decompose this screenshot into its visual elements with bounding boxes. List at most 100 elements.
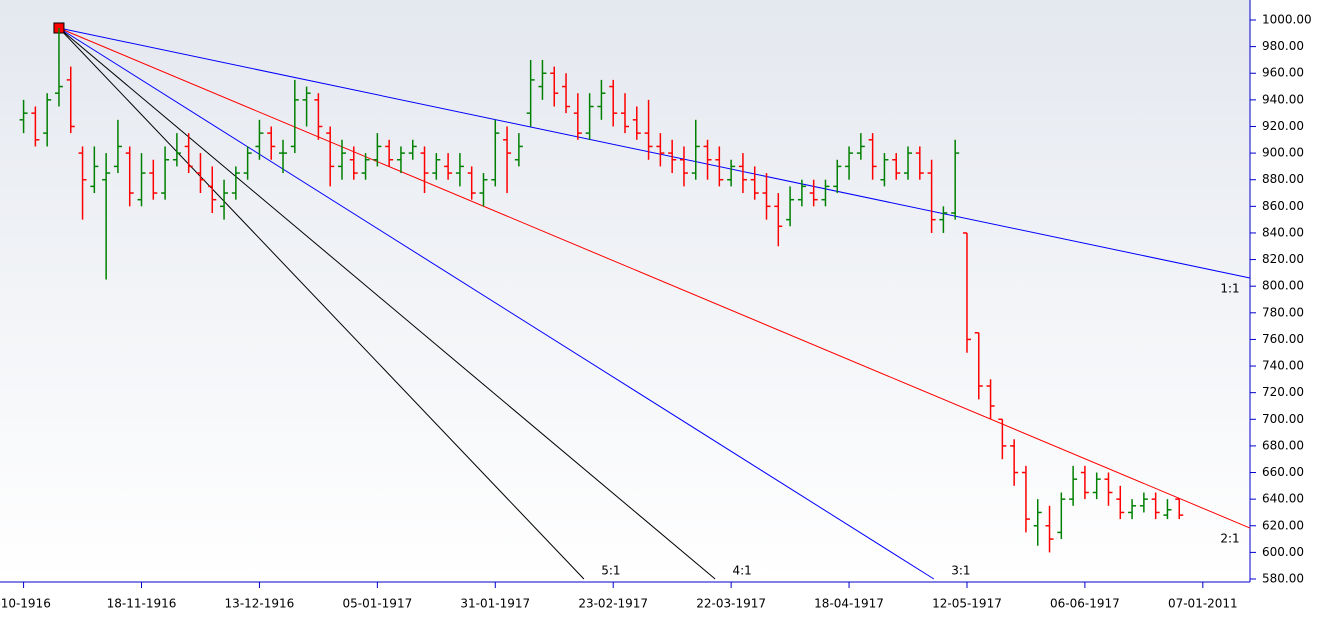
ohlc-bar: [562, 73, 571, 114]
ohlc-bar: [786, 186, 795, 227]
ohlc-bar: [550, 66, 559, 107]
ohlc-bar: [1151, 492, 1160, 520]
x-tick-label: 18-04-1917: [814, 597, 884, 611]
ohlc-bar: [644, 99, 653, 160]
y-tick-label: 640.00: [1262, 492, 1304, 506]
fan-line: [58, 27, 585, 580]
ohlc-bar: [632, 106, 641, 140]
ohlc-bar: [573, 93, 582, 140]
ohlc-bar: [585, 93, 594, 140]
x-tick-label: -10-1916: [0, 597, 51, 611]
ohlc-bar: [196, 153, 205, 194]
ohlc-bar: [149, 159, 158, 200]
ohlc-bar: [337, 139, 346, 180]
y-tick-label: 780.00: [1262, 305, 1304, 319]
ohlc-bar: [349, 146, 358, 180]
ohlc-bar: [455, 153, 464, 187]
ohlc-bar: [326, 126, 335, 187]
ohlc-bar: [1128, 499, 1137, 520]
y-tick-label: 680.00: [1262, 438, 1304, 452]
y-tick-label: 620.00: [1262, 518, 1304, 532]
ohlc-bar: [479, 173, 488, 207]
y-tick-label: 840.00: [1262, 225, 1304, 239]
x-axis-panel: [0, 582, 1250, 617]
ohlc-bar: [420, 146, 429, 194]
x-tick-label: 06-06-1917: [1050, 597, 1120, 611]
ohlc-bar: [90, 146, 99, 194]
price-bars: [19, 27, 1184, 553]
ohlc-bar: [1175, 498, 1184, 520]
ohlc-bar: [538, 59, 547, 100]
ohlc-bar: [125, 146, 134, 207]
ohlc-bar: [1010, 439, 1019, 486]
y-tick-label: 760.00: [1262, 332, 1304, 346]
fan-line: [58, 27, 935, 580]
ohlc-bar: [774, 193, 783, 247]
y-tick-label: 920.00: [1262, 119, 1304, 133]
ohlc-bar: [19, 99, 28, 134]
ohlc-bar: [113, 119, 122, 174]
ohlc-bar: [243, 146, 252, 180]
ohlc-bar: [396, 146, 405, 174]
ohlc-bar: [172, 133, 181, 167]
ohlc-bar: [880, 153, 889, 187]
ohlc-bar: [797, 179, 806, 207]
ohlc-bar: [845, 146, 854, 180]
y-tick-label: 740.00: [1262, 359, 1304, 373]
ohlc-bar: [1021, 465, 1030, 533]
ohlc-bar: [208, 166, 217, 213]
x-tick-label: 05-01-1917: [342, 597, 412, 611]
ohlc-bar: [939, 206, 948, 233]
x-tick-label: 12-05-1917: [932, 597, 1002, 611]
ohlc-bar: [703, 139, 712, 180]
ohlc-bar: [668, 139, 677, 174]
ohlc-bar: [314, 93, 323, 140]
ohlc-bar: [1057, 492, 1066, 540]
fan-label: 1:1: [1220, 282, 1239, 296]
y-tick-label: 960.00: [1262, 66, 1304, 80]
ohlc-bar: [526, 59, 535, 127]
ohlc-bar: [137, 153, 146, 207]
fan-label: 5:1: [601, 564, 620, 578]
ohlc-bar: [809, 179, 818, 207]
y-tick-label: 720.00: [1262, 385, 1304, 399]
ohlc-bar: [290, 79, 299, 154]
y-tick-label: 1000.00: [1262, 13, 1312, 27]
ohlc-bar: [184, 133, 193, 174]
ohlc-bar: [1080, 465, 1089, 500]
plot-background: [0, 0, 1250, 582]
ohlc-bar: [267, 126, 276, 160]
ohlc-bar: [915, 146, 924, 180]
ohlc-bar: [1163, 499, 1172, 520]
x-tick-label: 13-12-1916: [225, 597, 295, 611]
ohlc-bar: [927, 159, 936, 233]
ohlc-bar: [904, 146, 913, 180]
ohlc-bar: [231, 166, 240, 200]
ohlc-bar: [102, 153, 111, 280]
ohlc-bar: [1104, 472, 1113, 506]
fan-line: [58, 27, 1251, 529]
ohlc-bar: [856, 133, 865, 160]
y-tick-label: 820.00: [1262, 252, 1304, 266]
y-tick-label: 860.00: [1262, 199, 1304, 213]
ohlc-bar: [279, 139, 288, 174]
x-tick-label: 07-01-2011: [1168, 597, 1238, 611]
ohlc-bar: [868, 133, 877, 180]
ohlc-bar: [66, 66, 75, 134]
y-tick-label: 600.00: [1262, 545, 1304, 559]
ohlc-bar: [951, 139, 960, 220]
ohlc-bar: [255, 119, 264, 160]
ohlc-bar: [373, 133, 382, 167]
ohlc-bar: [691, 119, 700, 180]
x-tick-label: 31-01-1917: [460, 597, 530, 611]
ohlc-bar: [43, 93, 52, 147]
fan-label: 2:1: [1220, 532, 1239, 546]
ohlc-bar: [679, 146, 688, 187]
ohlc-bar: [31, 106, 40, 147]
y-tick-label: 580.00: [1262, 572, 1304, 586]
y-tick-label: 940.00: [1262, 92, 1304, 106]
ohlc-bar: [467, 166, 476, 200]
ohlc-bar: [609, 79, 618, 127]
